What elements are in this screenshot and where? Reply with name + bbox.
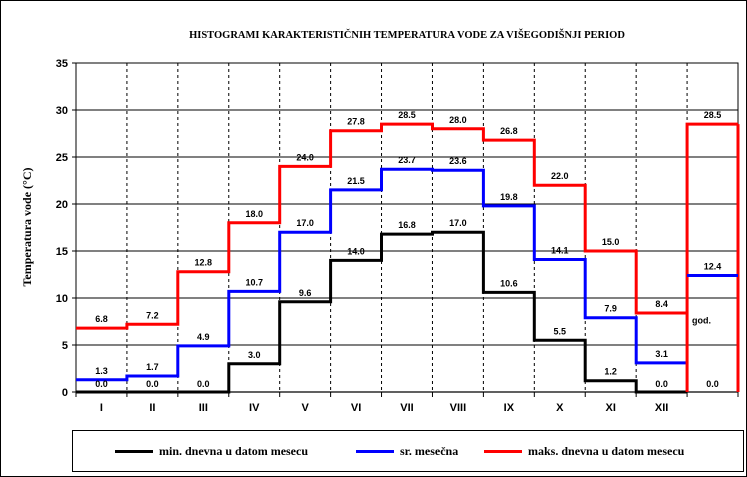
x-tick-label: V	[301, 402, 309, 414]
y-axis-label: Temperatura vode (°C)	[20, 167, 34, 286]
x-tick-label: VIII	[450, 402, 467, 414]
data-label: 0.0	[146, 379, 159, 389]
data-label: 0.0	[95, 379, 108, 389]
y-tick-label: 20	[56, 199, 68, 211]
data-label: 14.1	[551, 245, 569, 255]
x-tick-label: X	[556, 402, 564, 414]
y-tick-label: 15	[56, 246, 68, 258]
data-label: 7.9	[604, 304, 617, 314]
series-line-mean	[76, 167, 688, 382]
legend-label-mean: sr. mesečna	[400, 443, 459, 458]
annual-max-line	[685, 122, 738, 392]
data-label: 19.8	[500, 192, 518, 202]
series-line-max	[76, 122, 688, 330]
x-tick-label: XI	[605, 402, 615, 414]
legend-item-max: maks. dnevna u datom mesecu	[484, 443, 684, 459]
data-label-layer: 0.0 0.0 0.0 3.0 9.6 14.0 16.8 17.0 10.6 5.5 1.2 0.0…	[95, 110, 721, 389]
data-label: 12.8	[195, 258, 213, 268]
data-label: 28.0	[449, 115, 467, 125]
x-tick-label: IV	[249, 402, 260, 414]
x-tick-label: VII	[400, 402, 413, 414]
data-label: 10.6	[500, 278, 518, 288]
y-tick-label: 5	[62, 340, 68, 352]
annual-label: god.	[692, 315, 711, 325]
data-label: 1.2	[604, 367, 617, 377]
x-tick-label: II	[149, 402, 155, 414]
y-tick-label: 0	[62, 387, 68, 399]
annual-mean-label: 12.4	[704, 261, 722, 271]
data-label: 8.4	[655, 299, 668, 309]
x-tick-label: VI	[351, 402, 361, 414]
data-label: 28.5	[398, 110, 416, 120]
annual-max-label: 28.5	[704, 110, 722, 120]
data-label: 9.6	[299, 288, 312, 298]
legend-label-min: min. dnevna u datom mesecu	[159, 443, 309, 458]
data-label: 5.5	[554, 326, 567, 336]
x-tick-label: XII	[655, 402, 668, 414]
data-label: 15.0	[602, 237, 620, 247]
data-label: 18.0	[245, 209, 263, 219]
data-label: 24.0	[296, 152, 314, 162]
data-label: 16.8	[398, 220, 416, 230]
data-label: 0.0	[655, 379, 668, 389]
plot-area-background	[1, 1, 746, 429]
legend-swatch-max	[484, 449, 522, 453]
data-label: 3.0	[248, 350, 261, 360]
series-layer	[76, 122, 740, 394]
y-tick-label: 10	[56, 293, 68, 305]
data-label: 17.0	[296, 218, 314, 228]
chart-title: HISTOGRAMI KARAKTERISTIČNIH TEMPERATURA …	[189, 28, 625, 41]
data-label: 17.0	[449, 218, 467, 228]
data-label: 22.0	[551, 171, 569, 181]
data-label: 4.9	[197, 332, 210, 342]
x-tick-label: III	[199, 402, 208, 414]
data-label: 10.7	[245, 277, 263, 287]
data-label: 21.5	[347, 176, 365, 186]
x-tick-label: I	[100, 402, 103, 414]
y-tick-label: 35	[56, 58, 68, 70]
data-label: 26.8	[500, 126, 518, 136]
legend-label-max: maks. dnevna u datom mesecu	[528, 443, 685, 458]
data-label: 23.7	[398, 155, 416, 165]
y-tick-label: 30	[56, 105, 68, 117]
data-label: 3.1	[655, 349, 668, 359]
data-label: 1.3	[95, 366, 108, 376]
legend-item-min: min. dnevna u datom mesecu	[115, 443, 308, 459]
data-label: 0.0	[197, 379, 210, 389]
legend-swatch-min	[115, 449, 153, 453]
series-line-min	[76, 230, 688, 394]
legend: min. dnevna u datom mesecu sr. mesečna m…	[72, 430, 744, 472]
data-label: 14.0	[347, 246, 365, 256]
legend-item-mean: sr. mesečna	[356, 443, 458, 459]
y-tick-label: 25	[56, 152, 68, 164]
data-label: 27.8	[347, 117, 365, 127]
legend-swatch-mean	[356, 449, 394, 453]
chart-svg: HISTOGRAMI KARAKTERISTIČNIH TEMPERATURA …	[1, 1, 746, 429]
data-label: 6.8	[95, 314, 108, 324]
annual-min-label: 0.0	[706, 379, 719, 389]
x-tick-label: IX	[504, 402, 515, 414]
data-label: 1.7	[146, 362, 159, 372]
data-label: 7.2	[146, 310, 159, 320]
data-label: 23.6	[449, 156, 467, 166]
